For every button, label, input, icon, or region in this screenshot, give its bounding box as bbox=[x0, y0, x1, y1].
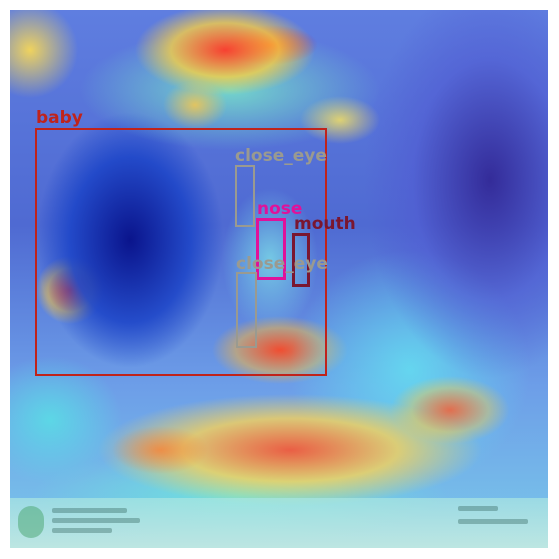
mouth-box bbox=[292, 233, 310, 287]
baby-box bbox=[35, 128, 327, 376]
watermark-text-right bbox=[458, 506, 528, 540]
close-eye-box-lower bbox=[236, 272, 257, 348]
close-eye-box-upper bbox=[235, 165, 255, 227]
close-eye-label-lower: close_eye bbox=[236, 254, 328, 274]
nose-label: nose bbox=[257, 199, 303, 219]
mouth-label: mouth bbox=[294, 214, 356, 234]
watermark-band bbox=[10, 498, 548, 548]
baby-label: baby bbox=[36, 108, 83, 128]
watermark-text-left bbox=[52, 508, 142, 536]
nose-box bbox=[256, 218, 286, 280]
watermark-logo bbox=[18, 506, 44, 538]
close-eye-label-upper: close_eye bbox=[235, 146, 327, 166]
